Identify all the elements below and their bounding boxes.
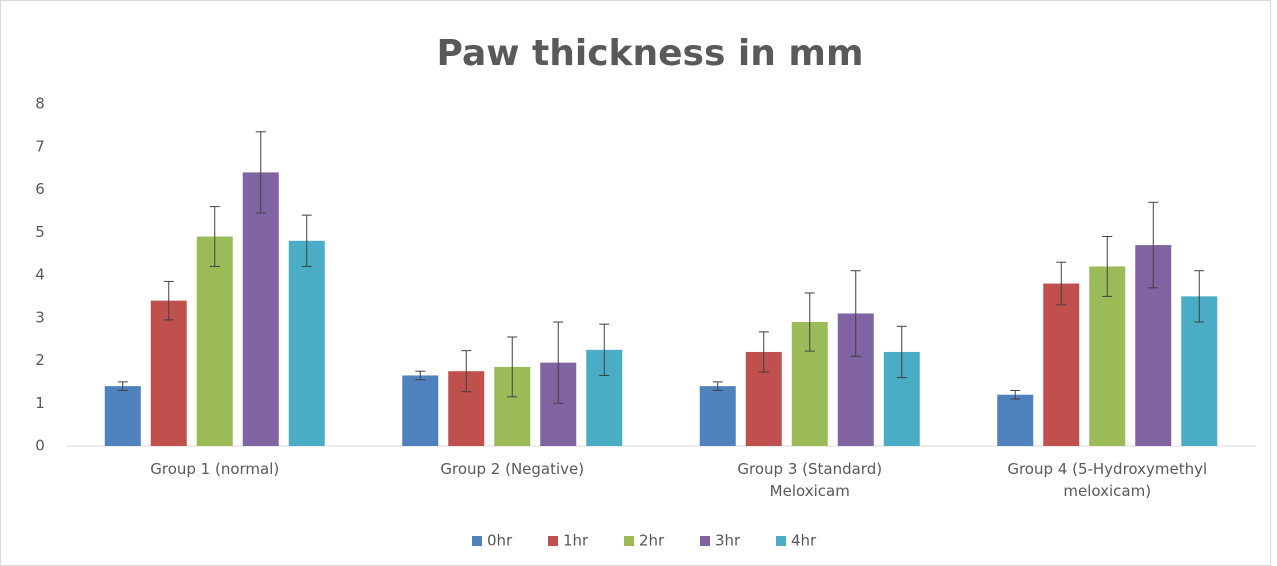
x-tick-line: Group 4 (5-Hydroxymethyl (1007, 460, 1207, 478)
y-tick-label: 1 (35, 394, 45, 412)
bar (150, 300, 187, 446)
legend-label: 0hr (487, 532, 513, 550)
chart-title: Paw thickness in mm (437, 33, 864, 74)
legend-label: 4hr (791, 532, 817, 550)
legend-label: 2hr (639, 532, 665, 550)
bar (997, 394, 1034, 446)
bar (402, 375, 439, 446)
x-tick-line: Group 1 (normal) (150, 460, 279, 478)
legend-swatch (624, 536, 634, 546)
y-tick-label: 7 (35, 137, 45, 155)
legend-swatch (472, 536, 482, 546)
y-tick-label: 0 (35, 437, 45, 455)
legend-label: 3hr (715, 532, 741, 550)
x-tick-line: meloxicam) (1063, 482, 1151, 500)
y-tick-label: 8 (35, 95, 45, 113)
y-tick-label: 6 (35, 180, 45, 198)
y-tick-label: 5 (35, 223, 45, 241)
y-tick-label: 3 (35, 308, 45, 326)
legend-swatch (700, 536, 710, 546)
legend-swatch (776, 536, 786, 546)
x-tick-label: Group 4 (5-Hydroxymethyl meloxicam) (1007, 460, 1207, 500)
y-tick-label: 2 (35, 351, 45, 369)
bar (242, 172, 279, 446)
x-tick-label: Group 3 (Standard) Meloxicam (737, 460, 882, 500)
x-tick-line: Meloxicam (770, 482, 850, 500)
x-tick-label: Group 2 (Negative) (440, 460, 584, 478)
x-tick-label: Group 1 (normal) (150, 460, 279, 478)
y-tick-label: 4 (35, 266, 45, 284)
bar (196, 236, 233, 446)
x-tick-line: Group 2 (Negative) (440, 460, 584, 478)
bar (288, 240, 325, 446)
bar (104, 386, 141, 446)
legend-swatch (548, 536, 558, 546)
legend-label: 1hr (563, 532, 589, 550)
bar (1043, 283, 1080, 446)
bar (699, 386, 736, 446)
x-tick-line: Group 3 (Standard) (737, 460, 882, 478)
